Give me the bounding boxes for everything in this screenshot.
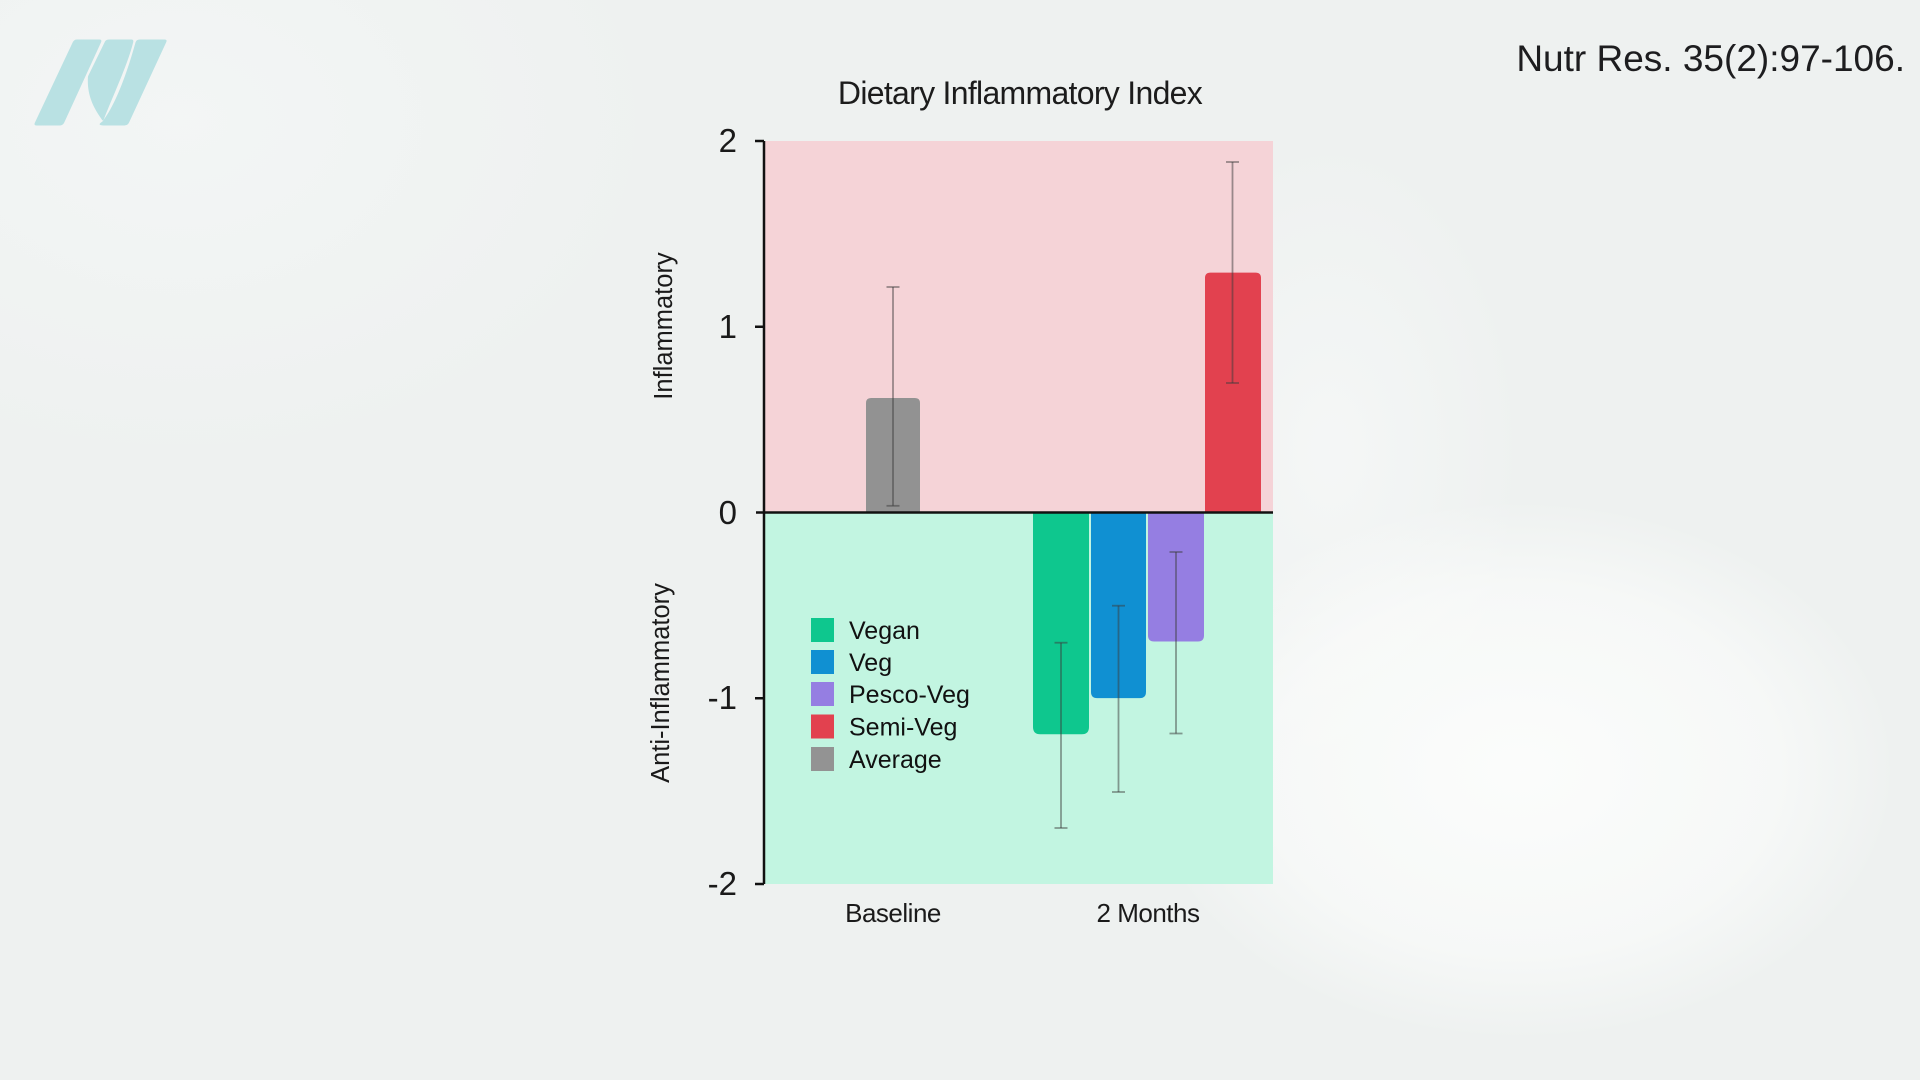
svg-text:Veg: Veg [849,649,892,677]
svg-text:Inflammatory: Inflammatory [650,252,678,400]
svg-text:Vegan: Vegan [849,617,920,645]
svg-text:Pesco-Veg: Pesco-Veg [849,681,970,709]
svg-text:-2: -2 [708,865,737,902]
svg-text:-1: -1 [708,679,737,716]
svg-text:Dietary Inflammatory Index: Dietary Inflammatory Index [838,75,1203,111]
svg-text:2: 2 [719,122,737,159]
svg-text:2 Months: 2 Months [1097,898,1200,928]
svg-text:Average: Average [849,746,942,774]
svg-text:Semi-Veg: Semi-Veg [849,714,957,742]
svg-text:1: 1 [719,308,737,345]
svg-text:0: 0 [719,494,737,531]
svg-text:Baseline: Baseline [845,898,941,928]
svg-text:Anti-Inflammatory: Anti-Inflammatory [647,583,675,783]
